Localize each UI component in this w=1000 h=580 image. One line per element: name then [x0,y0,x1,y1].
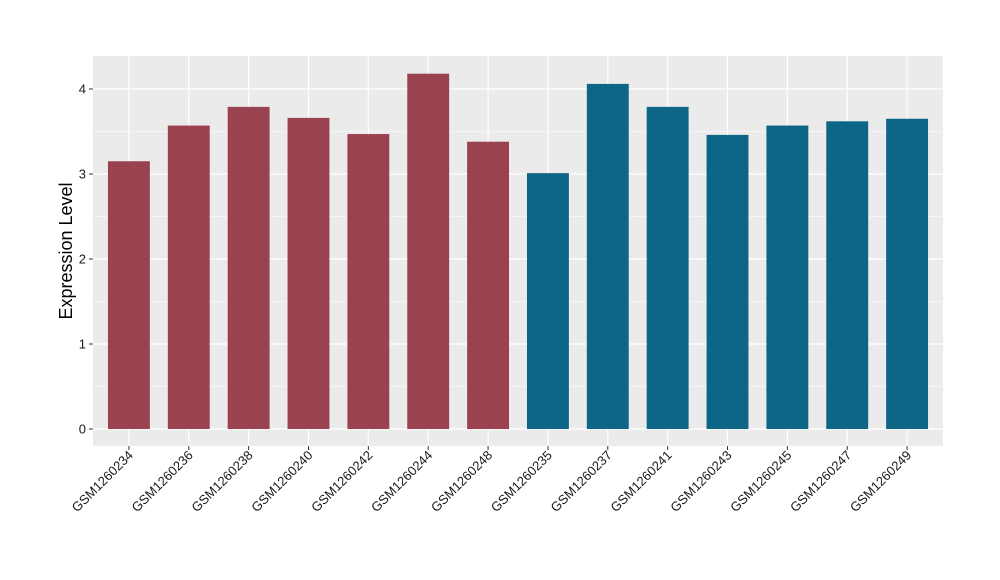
y-axis-title: Expression Level [56,182,76,319]
bar-GSM1260237 [586,83,629,430]
bar-GSM1260243 [706,134,749,429]
bar-GSM1260240 [287,117,330,430]
x-tick-label: GSM1260234 [69,448,136,515]
y-tick-label: 2 [79,252,86,267]
bar-GSM1260235 [526,173,569,429]
x-tick-label: GSM1260242 [308,448,375,515]
bar-GSM1260241 [646,106,689,429]
x-axis: GSM1260234GSM1260236GSM1260238GSM1260240… [69,446,914,515]
bar-GSM1260236 [167,125,210,430]
bar-GSM1260238 [227,106,270,429]
y-axis: 0 1 2 3 4 [79,82,93,437]
x-tick-label: GSM1260236 [129,448,196,515]
bar-GSM1260247 [826,121,869,430]
bars [107,73,929,430]
bar-GSM1260249 [886,118,929,429]
x-tick-label: GSM1260238 [188,448,255,515]
plot-panel [93,56,943,446]
x-tick-label: GSM1260244 [368,448,435,515]
y-tick-label: 3 [79,167,86,182]
x-tick-label: GSM1260245 [727,448,794,515]
x-tick-label: GSM1260240 [248,448,315,515]
x-tick-label: GSM1260248 [428,448,495,515]
x-tick-label: GSM1260243 [667,448,734,515]
bar-GSM1260234 [107,161,150,429]
x-tick-label: GSM1260241 [607,448,674,515]
bar-GSM1260244 [407,73,450,429]
y-tick-label: 4 [79,82,86,97]
x-tick-label: GSM1260235 [488,448,555,515]
bar-GSM1260248 [467,141,510,429]
y-tick-label: 1 [79,337,86,352]
x-tick-label: GSM1260237 [548,448,615,515]
bar-GSM1260242 [347,134,390,430]
bar-GSM1260245 [766,125,809,430]
x-tick-label: GSM1260247 [787,448,854,515]
x-tick-label: GSM1260249 [847,448,914,515]
y-tick-label: 0 [79,422,86,437]
